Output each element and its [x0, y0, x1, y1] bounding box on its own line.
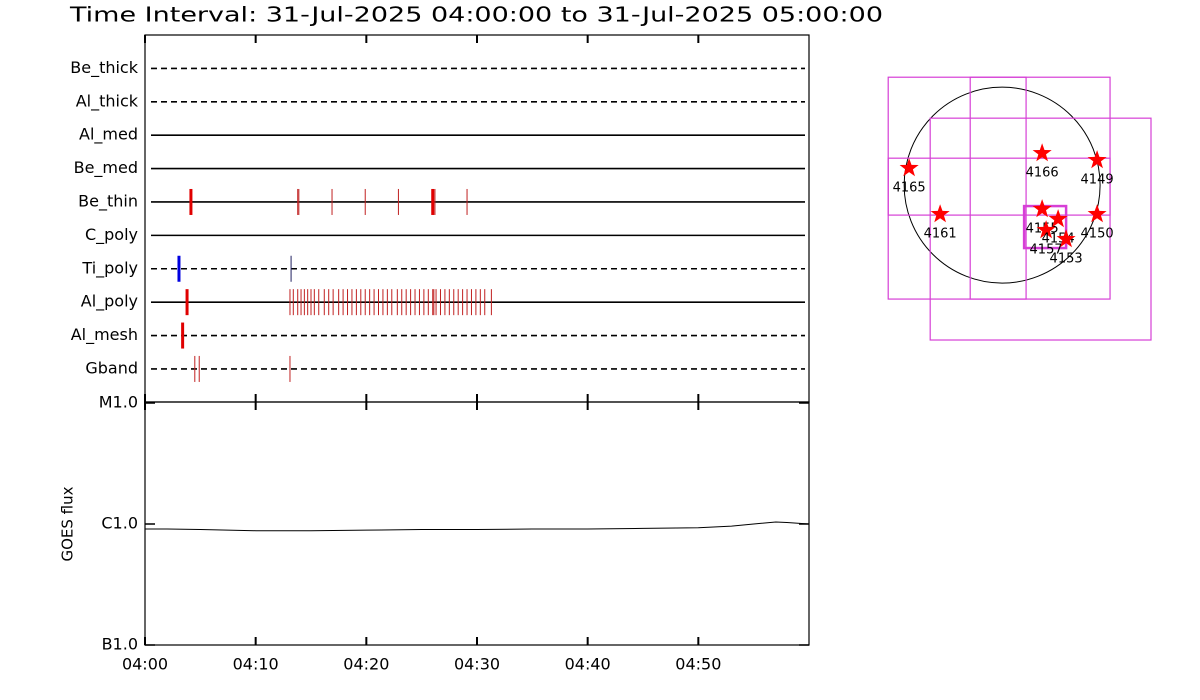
region-label: 4165 [893, 181, 926, 196]
region-star [1048, 209, 1068, 228]
region-star [1032, 143, 1052, 162]
goes-curve [145, 521, 810, 532]
x-tick-label: 04:10 [233, 655, 279, 674]
row-label: Ti_poly [81, 258, 138, 278]
region-star [1056, 229, 1076, 248]
region-star [899, 158, 919, 177]
region-label: 4161 [924, 227, 957, 242]
row-label: Be_thin [78, 191, 138, 211]
fov-box [969, 76, 1027, 300]
y-tick-label: M1.0 [99, 393, 138, 412]
region-star [930, 204, 950, 223]
region-star [1087, 204, 1107, 223]
region-label: 4149 [1081, 173, 1114, 188]
chart-title: Time Interval: 31-Jul-2025 04:00:00 to 3… [69, 3, 883, 27]
region-label: 4157 [1030, 243, 1063, 258]
x-tick-label: 04:00 [122, 655, 168, 674]
row-label: Al_med [79, 125, 138, 145]
region-star [1036, 220, 1056, 239]
row-label: Al_thick [76, 91, 139, 111]
row-label: Gband [85, 358, 138, 377]
row-label: Al_mesh [71, 325, 138, 345]
solar-disk [903, 86, 1101, 284]
region-star [1032, 199, 1052, 218]
x-tick-label: 04:40 [565, 655, 611, 674]
x-tick-label: 04:20 [343, 655, 389, 674]
row-label: Be_thick [70, 58, 138, 78]
region-star [1087, 150, 1107, 169]
region-label: 4166 [1026, 166, 1059, 181]
x-tick-label: 04:50 [675, 655, 721, 674]
y-axis-label: GOES flux [59, 486, 77, 561]
row-label: Al_poly [81, 292, 138, 312]
x-tick-label: 04:30 [454, 655, 500, 674]
fov-box [887, 157, 1111, 216]
row-label: C_poly [85, 225, 138, 245]
row-label: Be_med [74, 158, 138, 178]
region-label: 4153 [1050, 252, 1083, 267]
region-label: 4150 [1081, 227, 1114, 242]
y-tick-label: C1.0 [101, 514, 138, 533]
fov-box [929, 117, 1152, 341]
y-tick-label: B1.0 [102, 635, 138, 654]
